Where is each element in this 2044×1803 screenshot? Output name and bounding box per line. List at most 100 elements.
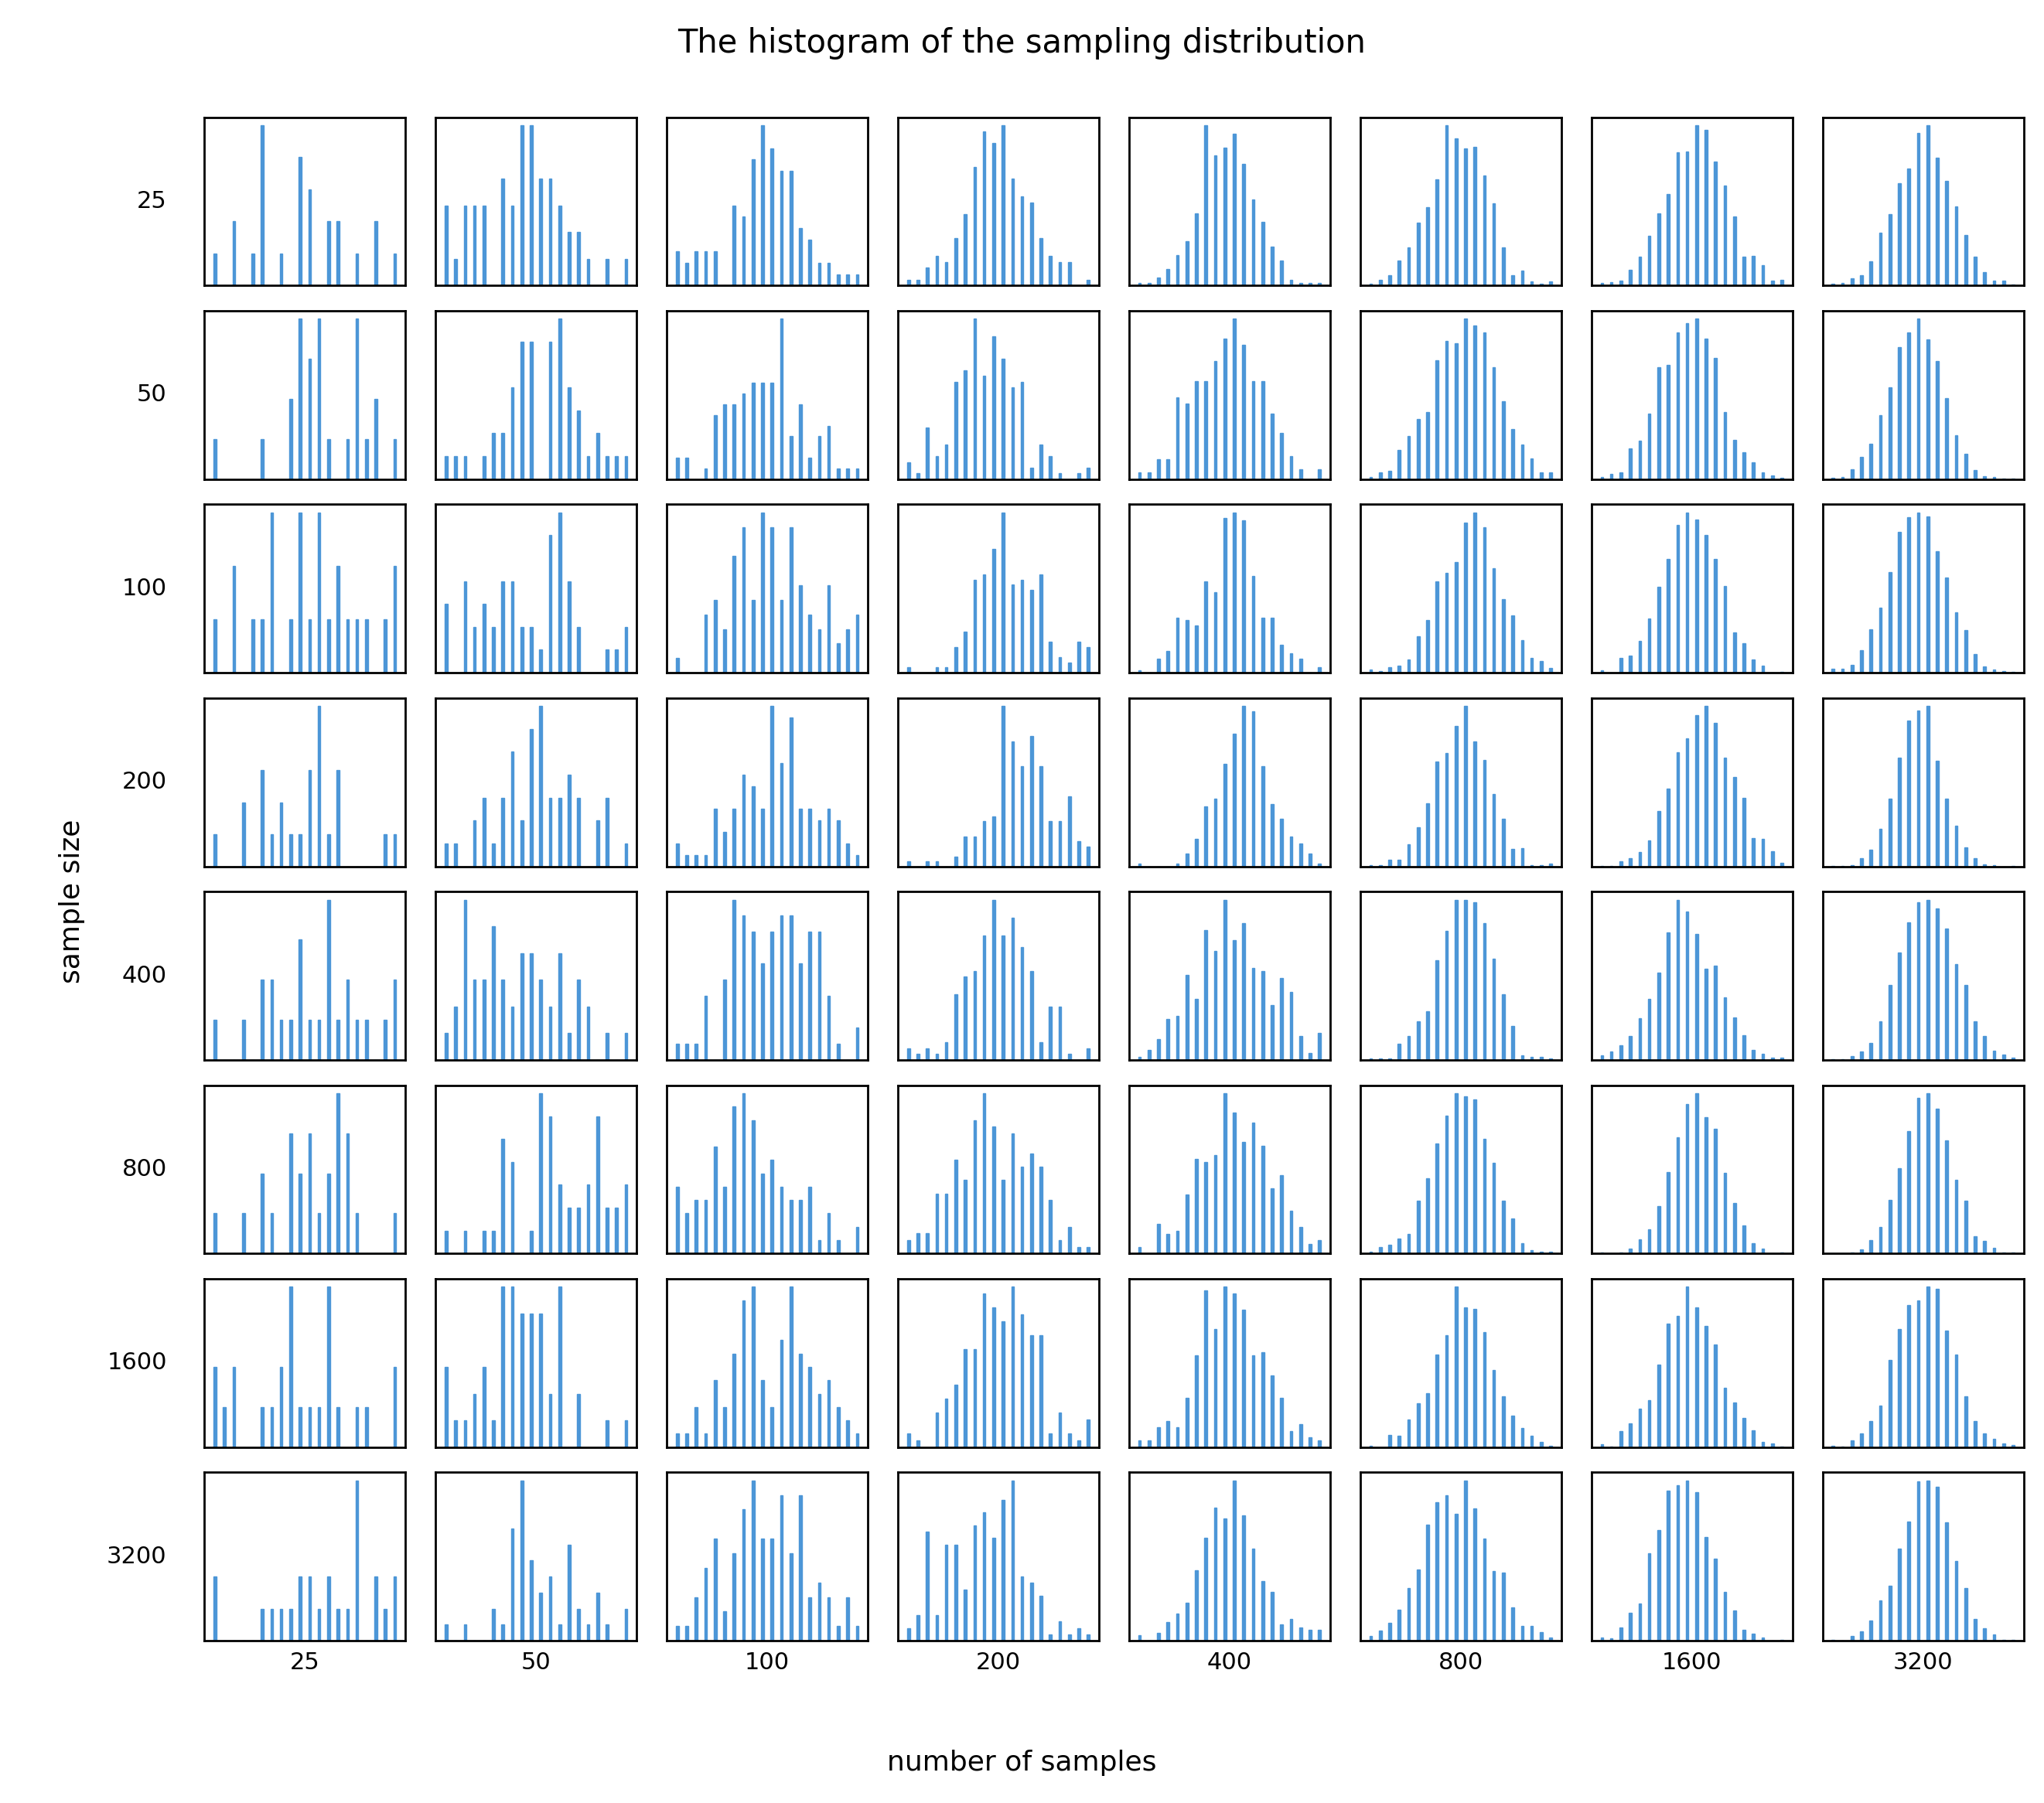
Bar: [1860, 1433, 1862, 1448]
Bar: [464, 1421, 466, 1448]
Bar: [809, 1186, 811, 1253]
Bar: [1842, 478, 1844, 480]
Bar: [1658, 972, 1660, 1060]
Bar: [1157, 1224, 1159, 1253]
Bar: [1744, 1226, 1746, 1253]
Bar: [327, 1174, 329, 1253]
Y-axis label: 3200: 3200: [106, 1545, 168, 1569]
Bar: [973, 319, 977, 480]
Bar: [1484, 759, 1486, 865]
Bar: [345, 440, 350, 480]
Bar: [983, 936, 985, 1060]
Bar: [605, 649, 609, 673]
Bar: [1889, 1199, 1891, 1253]
Bar: [955, 1159, 957, 1253]
Bar: [926, 267, 928, 285]
Bar: [1964, 629, 1966, 673]
Bar: [1531, 1626, 1533, 1641]
Bar: [1474, 1509, 1476, 1641]
Bar: [1647, 840, 1652, 865]
Bar: [1666, 193, 1670, 285]
Bar: [298, 1576, 303, 1641]
Bar: [1398, 1239, 1400, 1253]
Bar: [1049, 1006, 1053, 1060]
Bar: [2011, 1446, 2015, 1448]
Bar: [1762, 1249, 1764, 1253]
Bar: [1271, 804, 1273, 865]
Bar: [1280, 1625, 1284, 1641]
Bar: [983, 820, 985, 865]
Bar: [1147, 283, 1151, 285]
Bar: [1539, 662, 1543, 673]
Bar: [1531, 658, 1533, 673]
Bar: [1676, 1316, 1678, 1448]
Bar: [1251, 200, 1255, 285]
Bar: [1308, 855, 1312, 865]
Bar: [1474, 903, 1476, 1060]
Bar: [1733, 440, 1735, 480]
Bar: [1280, 1397, 1284, 1448]
Bar: [1020, 1167, 1024, 1253]
Bar: [1069, 1433, 1071, 1448]
Bar: [1474, 148, 1476, 285]
Bar: [1435, 180, 1439, 285]
Bar: [1464, 148, 1468, 285]
Bar: [374, 222, 378, 285]
Bar: [1484, 1332, 1486, 1448]
Bar: [1059, 820, 1061, 865]
Bar: [1611, 474, 1613, 480]
Bar: [1002, 512, 1004, 673]
Bar: [983, 132, 985, 285]
Bar: [472, 820, 476, 865]
Bar: [280, 802, 282, 865]
Bar: [799, 1354, 801, 1448]
Bar: [789, 916, 793, 1060]
Bar: [1954, 826, 1958, 865]
Bar: [1251, 1549, 1255, 1641]
Bar: [1842, 283, 1844, 285]
Bar: [828, 1381, 830, 1448]
Bar: [1770, 281, 1774, 285]
Bar: [1224, 339, 1226, 480]
Bar: [685, 458, 689, 480]
Bar: [280, 1608, 282, 1641]
Bar: [597, 1592, 599, 1641]
Bar: [1059, 1621, 1061, 1641]
Bar: [856, 855, 858, 865]
Bar: [233, 222, 235, 285]
Bar: [1733, 633, 1735, 673]
Bar: [908, 862, 910, 865]
Bar: [799, 1495, 801, 1641]
Bar: [1049, 256, 1053, 285]
Bar: [955, 647, 957, 673]
Bar: [625, 1608, 628, 1641]
Bar: [1167, 269, 1169, 285]
Bar: [1139, 1057, 1141, 1060]
Bar: [1647, 1401, 1652, 1448]
Bar: [298, 512, 303, 673]
Bar: [1647, 1230, 1652, 1253]
Bar: [384, 618, 386, 673]
Bar: [1705, 707, 1707, 865]
Bar: [1752, 1430, 1756, 1448]
X-axis label: 1600: 1600: [1662, 1652, 1721, 1673]
Bar: [1752, 463, 1756, 480]
Bar: [1012, 1287, 1014, 1448]
Bar: [1445, 124, 1447, 285]
Bar: [529, 1314, 533, 1448]
Bar: [1175, 1231, 1179, 1253]
Bar: [1878, 828, 1883, 865]
Bar: [1398, 1044, 1400, 1060]
Bar: [916, 1615, 920, 1641]
Bar: [973, 1525, 977, 1641]
Bar: [713, 415, 717, 480]
Bar: [1233, 734, 1237, 865]
Bar: [1427, 1011, 1429, 1060]
Bar: [270, 1213, 274, 1253]
Bar: [1780, 862, 1782, 865]
Bar: [568, 233, 570, 285]
Bar: [1946, 1331, 1948, 1448]
Bar: [1539, 1442, 1543, 1448]
Bar: [1020, 1576, 1024, 1641]
Bar: [1666, 1491, 1670, 1641]
